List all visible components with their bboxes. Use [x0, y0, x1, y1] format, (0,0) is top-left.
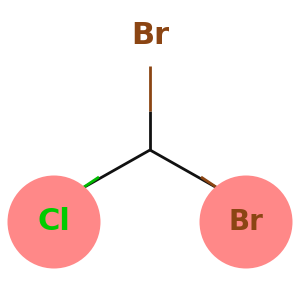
- Circle shape: [200, 176, 292, 268]
- Text: Br: Br: [229, 208, 263, 236]
- Text: Cl: Cl: [38, 208, 70, 236]
- Circle shape: [8, 176, 100, 268]
- Text: Br: Br: [131, 22, 169, 50]
